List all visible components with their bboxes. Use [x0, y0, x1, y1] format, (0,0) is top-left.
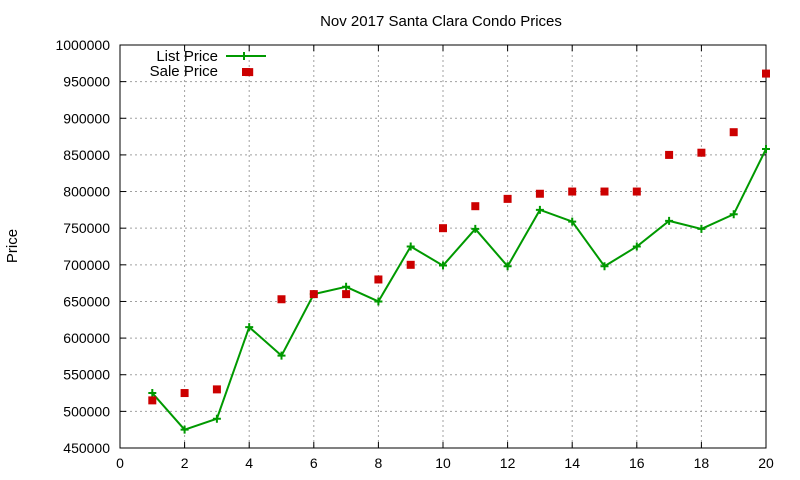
- sale-price-point: [374, 275, 383, 284]
- list-price-point: [503, 262, 512, 271]
- sale-price-point: [568, 187, 577, 196]
- list-price-point: [180, 425, 189, 434]
- sale-price-point: [665, 150, 674, 159]
- list-price-point: [535, 205, 544, 214]
- sale-price-point: [342, 290, 351, 299]
- y-tick-label: 700000: [63, 257, 110, 273]
- sale-price-point: [697, 148, 706, 157]
- series-line-list-price: [151, 148, 767, 431]
- x-tick-label: 12: [500, 455, 516, 471]
- list-price-point: [762, 145, 770, 154]
- sale-price-point: [762, 69, 770, 78]
- x-tick-label: 6: [310, 455, 318, 471]
- x-tick-label: 10: [435, 455, 451, 471]
- list-price-point: [406, 242, 415, 251]
- list-price-point: [374, 297, 383, 306]
- y-tick-label: 500000: [63, 403, 110, 419]
- list-price-point: [277, 351, 286, 360]
- y-tick-label: 900000: [63, 110, 110, 126]
- sale-price-point: [471, 202, 480, 211]
- series-layer: [148, 68, 770, 434]
- chart-title: Nov 2017 Santa Clara Condo Prices: [320, 13, 562, 30]
- sale-price-point: [535, 189, 544, 198]
- y-tick-label: 800000: [63, 184, 110, 200]
- legend-label-sale-price: Sale Price: [150, 63, 218, 80]
- list-price-point: [632, 242, 641, 251]
- y-tick-label: 850000: [63, 147, 110, 163]
- sale-price-point: [729, 128, 738, 137]
- y-tick-label: 950000: [63, 74, 110, 90]
- axis-ticks: 0 2 4 6 8 10 12 14 16 18 20 450000 500000 550000 60000…: [55, 37, 774, 471]
- x-tick-label: 2: [181, 455, 189, 471]
- y-tick-label: 1000000: [55, 37, 110, 53]
- list-price-point: [342, 282, 351, 291]
- sale-price-point: [180, 389, 189, 398]
- x-tick-label: 4: [245, 455, 253, 471]
- list-price-point: [600, 262, 609, 271]
- legend: List Price Sale Price: [150, 48, 266, 80]
- y-tick-label: 550000: [63, 367, 110, 383]
- x-tick-label: 14: [564, 455, 580, 471]
- y-tick-label: 750000: [63, 220, 110, 236]
- x-tick-label: 20: [758, 455, 774, 471]
- sale-price-point: [148, 396, 157, 405]
- list-price-point: [148, 389, 157, 398]
- x-tick-label: 18: [694, 455, 710, 471]
- y-tick-label: 600000: [63, 330, 110, 346]
- sale-price-point: [439, 224, 447, 233]
- y-tick-label: 450000: [63, 440, 110, 456]
- list-price-point: [471, 224, 480, 233]
- y-axis-label: Price: [4, 229, 21, 263]
- legend-marker-list-price: [240, 52, 248, 60]
- sale-price-point: [277, 295, 286, 304]
- list-price-point: [568, 217, 577, 226]
- x-tick-label: 0: [116, 455, 124, 471]
- sale-price-point: [406, 260, 415, 269]
- x-tick-label: 8: [375, 455, 383, 471]
- list-price-point: [729, 210, 738, 219]
- list-price-point: [665, 216, 674, 225]
- sale-price-point: [600, 187, 609, 196]
- grid-lines: [120, 45, 766, 448]
- sale-price-point: [309, 290, 318, 299]
- list-price-point: [245, 323, 254, 332]
- legend-marker-sale-price: [242, 68, 250, 76]
- legend-label-list-price: List Price: [156, 48, 218, 65]
- sale-price-point: [212, 385, 221, 394]
- y-tick-label: 650000: [63, 293, 110, 309]
- sale-price-point: [632, 187, 641, 196]
- sale-price-point: [503, 194, 512, 203]
- list-price-point: [697, 224, 706, 233]
- list-price-point: [212, 414, 221, 423]
- x-tick-label: 16: [629, 455, 645, 471]
- list-price-point: [439, 261, 447, 270]
